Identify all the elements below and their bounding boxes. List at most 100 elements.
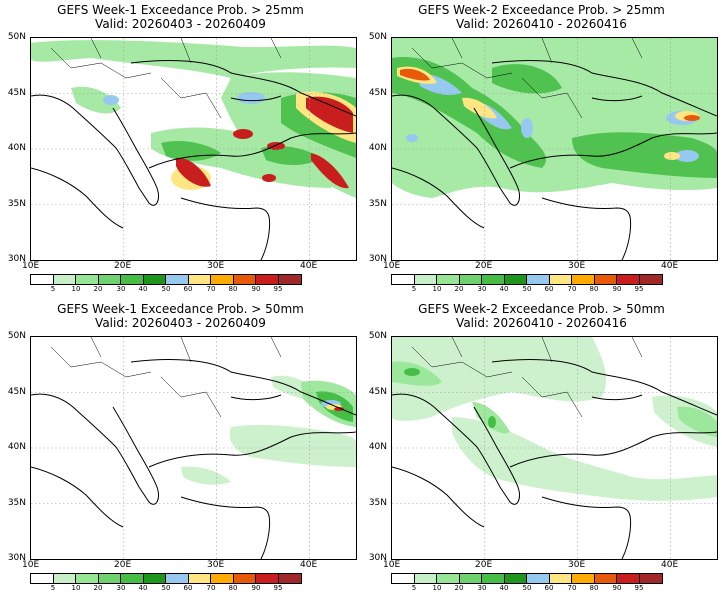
lon-label: 10E [22, 560, 40, 570]
lat-label: 40N [7, 143, 26, 153]
colorbar-label: 90 [612, 285, 622, 293]
colorbar-swatch [98, 275, 121, 284]
colorbar-label: 50 [522, 584, 532, 592]
colorbar-swatch [76, 574, 99, 583]
lat-label: 35N [368, 498, 387, 508]
colorbar-swatch [233, 574, 256, 583]
colorbar-label: 5 [411, 285, 417, 293]
colorbar-label: 95 [273, 584, 283, 592]
colorbar-swatch [617, 574, 640, 583]
colorbar-label: 5 [411, 584, 417, 592]
colorbar-swatch [166, 275, 189, 284]
lon-label: 20E [475, 261, 493, 271]
colorbar-swatch [256, 275, 279, 284]
colorbar-swatch [211, 574, 234, 583]
lat-label: 50N [7, 331, 26, 341]
lat-label: 30N [368, 553, 387, 563]
colorbar-label: 50 [161, 584, 171, 592]
colorbar-swatch [121, 275, 144, 284]
lon-label: 20E [114, 560, 132, 570]
colorbar-swatch [53, 574, 76, 583]
colorbar-label: 40 [499, 285, 509, 293]
lat-label: 30N [368, 254, 387, 264]
colorbar-label: 30 [477, 285, 487, 293]
lon-label: 20E [475, 560, 493, 570]
colorbar-swatch [121, 574, 144, 583]
colorbar-swatch [639, 574, 662, 583]
lon-label: 10E [383, 560, 401, 570]
lon-label: 30E [568, 560, 586, 570]
panel-title: GEFS Week-2 Exceedance Prob. > 50mm [418, 302, 665, 316]
probability-map [391, 37, 718, 261]
panel-week1-50mm: GEFS Week-1 Exceedance Prob. > 50mm Vali… [0, 299, 361, 598]
colorbar-label: 40 [499, 584, 509, 592]
colorbar-label: 80 [228, 285, 238, 293]
colorbar-swatch [188, 275, 211, 284]
colorbar-label: 5 [50, 285, 56, 293]
lon-label: 40E [661, 261, 679, 271]
lon-label: 30E [568, 261, 586, 271]
colorbar-label: 10 [71, 285, 81, 293]
panel-valid-dates: Valid: 20260410 - 20260416 [456, 17, 627, 31]
colorbar-label: 30 [116, 285, 126, 293]
colorbar [391, 573, 663, 584]
probability-map [30, 37, 357, 261]
colorbar-label: 80 [589, 285, 599, 293]
colorbar-swatch [549, 574, 572, 583]
colorbar-swatch [482, 275, 505, 284]
colorbar-label: 30 [477, 584, 487, 592]
colorbar-label: 95 [634, 584, 644, 592]
lat-label: 50N [7, 32, 26, 42]
lon-label: 10E [22, 261, 40, 271]
colorbar-swatch [414, 275, 437, 284]
panel-title: GEFS Week-2 Exceedance Prob. > 25mm [418, 3, 665, 17]
lat-label: 35N [368, 199, 387, 209]
panel-week2-50mm: GEFS Week-2 Exceedance Prob. > 50mm Vali… [361, 299, 722, 598]
colorbar [391, 274, 663, 285]
colorbar-label: 50 [522, 285, 532, 293]
colorbar-swatch [504, 275, 527, 284]
colorbar-label: 60 [544, 584, 554, 592]
colorbar [30, 274, 302, 285]
colorbar-label: 70 [206, 584, 216, 592]
colorbar-swatch [278, 275, 301, 284]
lon-label: 20E [114, 261, 132, 271]
colorbar-label: 70 [567, 584, 577, 592]
colorbar-label: 20 [93, 285, 103, 293]
colorbar [30, 573, 302, 584]
colorbar-swatch [256, 574, 279, 583]
colorbar-label: 95 [634, 285, 644, 293]
panel-title: GEFS Week-1 Exceedance Prob. > 50mm [57, 302, 304, 316]
panel-week1-25mm: GEFS Week-1 Exceedance Prob. > 25mm Vali… [0, 0, 361, 299]
lon-label: 40E [300, 560, 318, 570]
probability-map [30, 336, 357, 560]
colorbar-label: 90 [251, 584, 261, 592]
colorbar-label: 40 [138, 285, 148, 293]
colorbar-swatch [31, 275, 54, 284]
colorbar-label: 95 [273, 285, 283, 293]
lon-label: 10E [383, 261, 401, 271]
colorbar-label: 80 [589, 584, 599, 592]
colorbar-swatch [98, 574, 121, 583]
panel-valid-dates: Valid: 20260410 - 20260416 [456, 316, 627, 330]
colorbar-swatch [392, 275, 415, 284]
panel-valid-dates: Valid: 20260403 - 20260409 [95, 316, 266, 330]
lon-label: 30E [207, 560, 225, 570]
lon-label: 40E [661, 560, 679, 570]
colorbar-swatch [437, 275, 460, 284]
lat-label: 40N [368, 442, 387, 452]
colorbar-label: 50 [161, 285, 171, 293]
panel-week2-25mm: GEFS Week-2 Exceedance Prob. > 25mm Vali… [361, 0, 722, 299]
colorbar-swatch [549, 275, 572, 284]
colorbar-label: 70 [206, 285, 216, 293]
panel-valid-dates: Valid: 20260403 - 20260409 [95, 17, 266, 31]
colorbar-label: 30 [116, 584, 126, 592]
lon-label: 30E [207, 261, 225, 271]
colorbar-swatch [166, 574, 189, 583]
colorbar-swatch [639, 275, 662, 284]
colorbar-swatch [31, 574, 54, 583]
colorbar-swatch [527, 275, 550, 284]
colorbar-swatch [392, 574, 415, 583]
colorbar-swatch [572, 574, 595, 583]
colorbar-swatch [143, 574, 166, 583]
